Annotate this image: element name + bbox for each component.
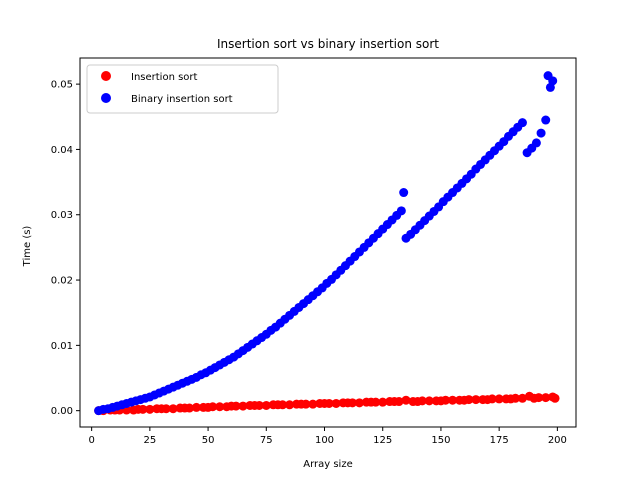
chart-title: Insertion sort vs binary insertion sort: [217, 37, 439, 51]
data-point: [168, 404, 178, 414]
x-tick-label: 50: [202, 435, 215, 446]
data-point: [301, 399, 311, 409]
data-point: [308, 399, 318, 409]
legend-box: [86, 64, 279, 114]
data-point: [208, 402, 218, 412]
series-insertion-sort: [94, 391, 560, 416]
data-point: [517, 118, 527, 128]
data-point: [536, 128, 546, 138]
x-tick-label: 200: [548, 435, 567, 446]
data-point: [371, 397, 381, 407]
y-tick-label: 0.03: [51, 210, 73, 221]
data-point: [347, 398, 357, 408]
x-tick-label: 150: [431, 435, 450, 446]
legend-label-insertion-sort: Insertion sort: [131, 72, 198, 83]
data-point: [471, 395, 481, 405]
y-tick-label: 0.01: [51, 341, 73, 352]
x-tick-label: 75: [260, 435, 273, 446]
data-point: [285, 400, 295, 410]
x-axis-label: Array size: [303, 459, 353, 470]
legend-marker-insertion-sort: [101, 71, 111, 81]
data-point: [541, 115, 551, 125]
data-point: [448, 395, 458, 405]
x-axis: 0 25 50 75 100 125 150 175 200: [88, 427, 567, 446]
data-point: [510, 393, 520, 403]
data-point: [231, 401, 241, 411]
plot-area: [94, 71, 560, 416]
y-tick-label: 0.02: [51, 276, 73, 287]
data-point: [354, 398, 364, 408]
data-point: [494, 394, 504, 404]
y-tick-label: 0.04: [51, 145, 73, 156]
x-tick-label: 100: [315, 435, 334, 446]
data-point: [396, 206, 406, 216]
data-point: [550, 393, 560, 403]
data-point: [161, 404, 171, 414]
x-tick-label: 175: [490, 435, 509, 446]
legend-marker-binary-insertion-sort: [101, 93, 111, 103]
x-tick-label: 25: [143, 435, 156, 446]
data-point: [278, 400, 288, 410]
x-tick-label: 0: [88, 435, 94, 446]
data-point: [487, 394, 497, 404]
legend-label-binary-insertion-sort: Binary insertion sort: [131, 94, 233, 105]
legend: Insertion sort Binary insertion sort: [86, 64, 279, 114]
y-tick-label: 0.05: [51, 80, 73, 91]
data-point: [517, 393, 527, 403]
x-tick-label: 125: [373, 435, 392, 446]
y-axis: 0.00 0.01 0.02 0.03 0.04 0.05: [51, 80, 80, 417]
data-point: [541, 393, 551, 403]
data-point: [261, 400, 271, 410]
data-point: [399, 188, 409, 198]
data-point: [238, 401, 248, 411]
data-point: [254, 400, 264, 410]
data-point: [378, 397, 388, 407]
data-point: [531, 138, 541, 148]
data-point: [191, 402, 201, 412]
data-point: [145, 404, 155, 414]
data-point: [424, 396, 434, 406]
series-binary-insertion-sort: [94, 71, 558, 416]
data-point: [138, 404, 148, 414]
data-point: [215, 402, 225, 412]
data-point: [548, 76, 558, 86]
data-point: [441, 395, 451, 405]
data-point: [401, 395, 411, 405]
y-axis-label: Time (s): [22, 226, 33, 268]
data-point: [417, 396, 427, 406]
data-point: [324, 398, 334, 408]
data-point: [394, 397, 404, 407]
data-point: [331, 398, 341, 408]
y-tick-label: 0.00: [51, 406, 73, 417]
data-point: [464, 395, 474, 405]
data-point: [184, 403, 194, 413]
axes-frame: [79, 57, 577, 428]
data-point: [534, 393, 544, 403]
